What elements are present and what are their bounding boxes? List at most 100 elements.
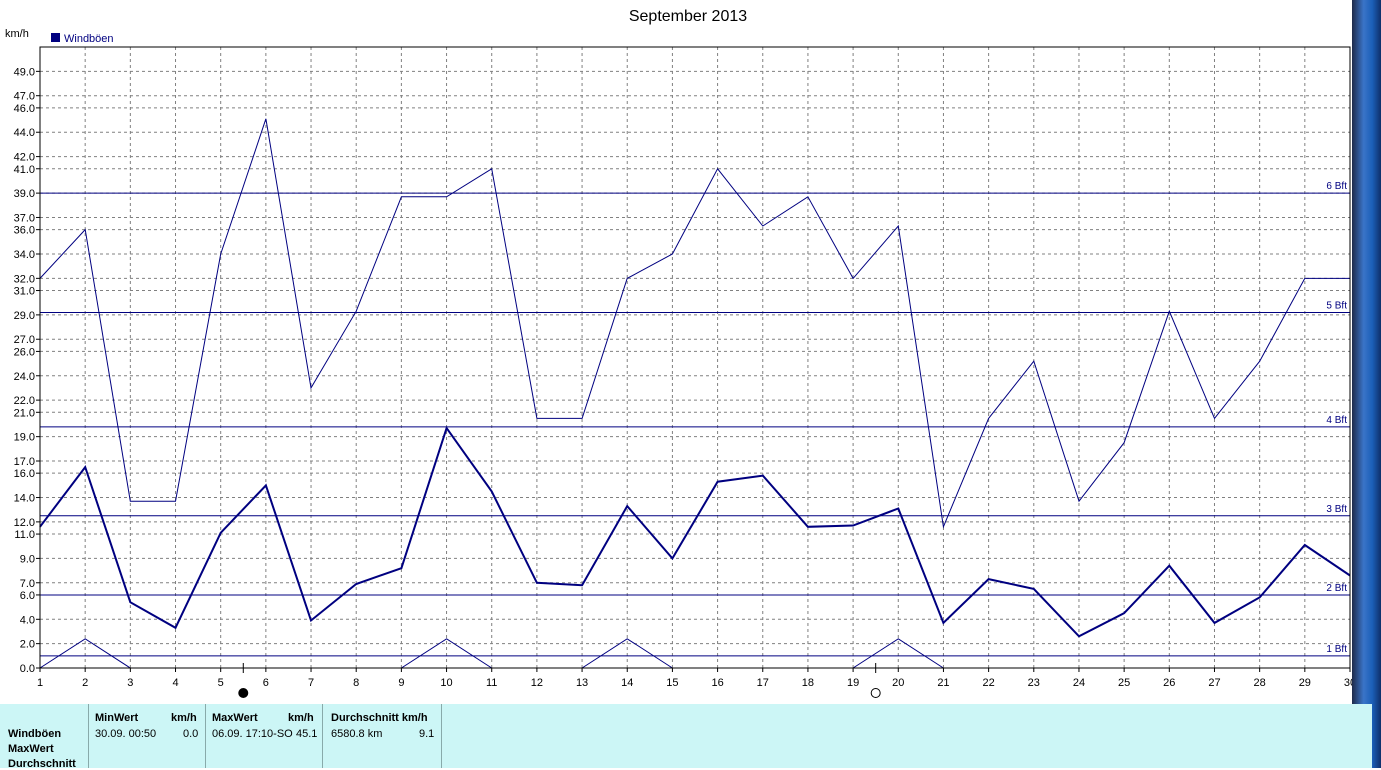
x-tick-label-14: 14 bbox=[621, 677, 633, 689]
y-tick-label-34.0: 34.0 bbox=[14, 249, 35, 261]
avg-value: 9.1 bbox=[419, 728, 435, 740]
plot-frame bbox=[39, 46, 1351, 669]
x-tick-label-10: 10 bbox=[440, 677, 452, 689]
series-line-min bbox=[852, 638, 944, 669]
min-header: MinWert bbox=[95, 712, 139, 724]
x-tick-label-6: 6 bbox=[263, 677, 269, 689]
bft-label-6-Bft: 6 Bft bbox=[1326, 181, 1347, 192]
y-tick-label-32.0: 32.0 bbox=[14, 273, 35, 285]
x-tick-label-18: 18 bbox=[802, 677, 814, 689]
max-value: 45.1 bbox=[296, 728, 318, 740]
y-axis-unit-label: km/h bbox=[5, 28, 29, 40]
max-date: 06.09. 17:10-SO bbox=[212, 728, 293, 740]
series-line-avg bbox=[39, 425, 1351, 638]
x-tick-label-16: 16 bbox=[711, 677, 723, 689]
y-tick-label-12.0: 12.0 bbox=[14, 517, 35, 529]
y-axis-ticks: 0.0 2.0 4.0 6.07.0 9.0 11.012.0 14.0 16.017.0 19… bbox=[14, 66, 40, 675]
y-tick-label-16.0: 16.0 bbox=[14, 468, 35, 480]
y-tick-label-47.0: 47.0 bbox=[14, 91, 35, 103]
x-tick-label-12: 12 bbox=[531, 677, 543, 689]
x-tick-label-20: 20 bbox=[892, 677, 904, 689]
max-header: MaxWert bbox=[212, 712, 258, 724]
y-tick-label-46.0: 46.0 bbox=[14, 103, 35, 115]
y-tick-label-31.0: 31.0 bbox=[14, 286, 35, 298]
y-tick-label-24.0: 24.0 bbox=[14, 371, 35, 383]
series-lines bbox=[39, 118, 1351, 669]
min-unit: km/h bbox=[171, 712, 197, 724]
y-tick-label-2.0: 2.0 bbox=[20, 639, 35, 651]
y-tick-label-22.0: 22.0 bbox=[14, 395, 35, 407]
y-tick-label-44.0: 44.0 bbox=[14, 127, 35, 139]
x-tick-label-25: 25 bbox=[1118, 677, 1130, 689]
avg-column: Durchschnitt km/h 6580.8 km 9.1 bbox=[322, 704, 442, 768]
row-label-maxwert: MaxWert bbox=[8, 743, 54, 755]
y-tick-label-49.0: 49.0 bbox=[14, 66, 35, 78]
bft-label-5-Bft: 5 Bft bbox=[1326, 300, 1347, 311]
y-tick-label-27.0: 27.0 bbox=[14, 334, 35, 346]
x-tick-label-28: 28 bbox=[1254, 677, 1266, 689]
wind-gust-chart: September 2013 km/h Windböen 1 Bft 2 Bft 3… bbox=[5, 8, 1352, 698]
y-tick-label-11.0: 11.0 bbox=[14, 529, 35, 541]
x-tick-label-11: 11 bbox=[486, 677, 497, 689]
statistics-panel: Windböen MaxWert Durchschnitt MinWert km… bbox=[0, 704, 1372, 770]
y-tick-label-19.0: 19.0 bbox=[14, 432, 35, 444]
legend-swatch bbox=[51, 33, 60, 42]
x-tick-label-8: 8 bbox=[353, 677, 359, 689]
row-label-durchschnitt: Durchschnitt bbox=[8, 758, 76, 770]
y-tick-label-39.0: 39.0 bbox=[14, 188, 35, 200]
beaufort-lines: 1 Bft 2 Bft 3 Bft 4 Bft 5 Bft 6 Bft bbox=[40, 181, 1350, 657]
x-tick-label-17: 17 bbox=[757, 677, 769, 689]
x-tick-label-13: 13 bbox=[576, 677, 588, 689]
y-tick-label-42.0: 42.0 bbox=[14, 152, 35, 164]
bft-label-2-Bft: 2 Bft bbox=[1326, 583, 1347, 594]
x-tick-label-4: 4 bbox=[172, 677, 178, 689]
y-tick-label-37.0: 37.0 bbox=[14, 212, 35, 224]
x-tick-label-15: 15 bbox=[666, 677, 678, 689]
bft-label-1-Bft: 1 Bft bbox=[1326, 644, 1347, 655]
y-tick-label-17.0: 17.0 bbox=[14, 456, 35, 468]
y-tick-label-7.0: 7.0 bbox=[20, 578, 35, 590]
window-edge-bar bbox=[1352, 0, 1381, 768]
avg-distance: 6580.8 km bbox=[331, 728, 383, 740]
x-tick-label-5: 5 bbox=[218, 677, 224, 689]
grid-lines bbox=[39, 47, 1351, 669]
y-tick-label-9.0: 9.0 bbox=[20, 553, 35, 565]
x-tick-label-26: 26 bbox=[1163, 677, 1175, 689]
y-tick-label-26.0: 26.0 bbox=[14, 346, 35, 358]
x-tick-label-3: 3 bbox=[127, 677, 133, 689]
y-tick-label-36.0: 36.0 bbox=[14, 225, 35, 237]
y-tick-label-6.0: 6.0 bbox=[20, 590, 35, 602]
full-moon-icon bbox=[238, 688, 249, 698]
x-tick-label-7: 7 bbox=[308, 677, 314, 689]
max-unit: km/h bbox=[288, 712, 314, 724]
x-tick-label-22: 22 bbox=[982, 677, 994, 689]
min-column: MinWert km/h 30.09. 00:50 0.0 bbox=[88, 704, 206, 768]
series-line-max bbox=[39, 118, 1350, 529]
y-tick-label-4.0: 4.0 bbox=[20, 614, 35, 626]
x-tick-label-2: 2 bbox=[82, 677, 88, 689]
x-tick-label-29: 29 bbox=[1299, 677, 1311, 689]
y-tick-label-29.0: 29.0 bbox=[14, 310, 35, 322]
x-tick-label-27: 27 bbox=[1208, 677, 1220, 689]
x-tick-label-19: 19 bbox=[847, 677, 859, 689]
series-line-min bbox=[581, 638, 673, 669]
moon-phase-markers bbox=[238, 663, 881, 698]
legend-label: Windböen bbox=[64, 33, 114, 45]
series-line-min bbox=[39, 638, 131, 669]
avg-header: Durchschnitt km/h bbox=[331, 712, 428, 724]
y-tick-label-0.0: 0.0 bbox=[20, 663, 35, 675]
min-value: 0.0 bbox=[183, 728, 199, 740]
new-moon-icon bbox=[870, 688, 881, 698]
x-axis-ticks: 1 2 3 4 5 6 7 8 9 10 11 12 13 14 15 16 17 18 19 20 21 22 23 24 2… bbox=[37, 668, 1352, 689]
max-column: MaxWert km/h 06.09. 17:10-SO 45.1 bbox=[205, 704, 323, 768]
row-label-windboeen: Windböen bbox=[8, 728, 62, 740]
bft-label-3-Bft: 3 Bft bbox=[1326, 504, 1347, 515]
x-tick-label-9: 9 bbox=[398, 677, 404, 689]
series-line-min bbox=[401, 638, 492, 669]
bft-label-4-Bft: 4 Bft bbox=[1326, 415, 1347, 426]
x-tick-label-21: 21 bbox=[937, 677, 949, 689]
x-tick-label-1: 1 bbox=[37, 677, 43, 689]
x-tick-label-24: 24 bbox=[1073, 677, 1085, 689]
min-date: 30.09. 00:50 bbox=[95, 728, 157, 740]
x-tick-label-30: 30 bbox=[1344, 677, 1352, 689]
